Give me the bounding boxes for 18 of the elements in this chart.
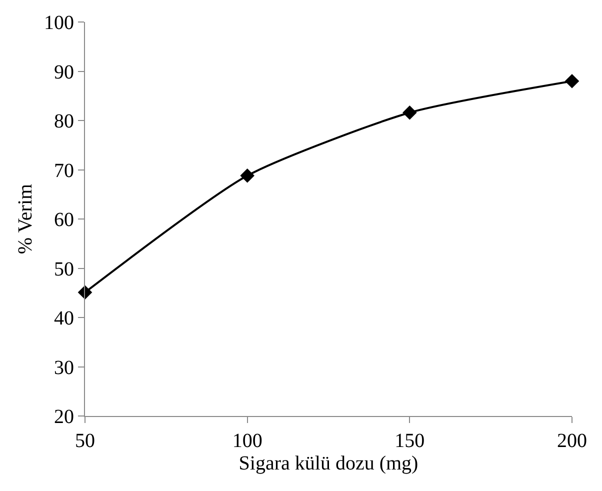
y-tick-label: 50 [54, 258, 74, 280]
x-tick-label: 50 [75, 430, 95, 452]
point [240, 168, 254, 183]
y-tick-label: 30 [54, 356, 74, 379]
y-tick-label: 40 [54, 308, 74, 330]
x-tick-label: 100 [232, 430, 262, 452]
x-tick-label: 200 [557, 430, 587, 452]
y-axis-title: % Verim [14, 183, 36, 254]
y-tick-label: 70 [54, 160, 74, 182]
y-tick-label: 20 [54, 406, 74, 428]
x-tick-label: 150 [394, 430, 425, 452]
point [564, 74, 580, 88]
y-tick-label: 80 [54, 110, 74, 132]
x-axis-title: Sigara külü dozu (mg) [238, 452, 418, 474]
point [402, 105, 417, 120]
y-tick-label: 90 [54, 61, 74, 84]
y-tick-label: 60 [54, 209, 74, 231]
y-tick-label: 100 [44, 12, 74, 34]
